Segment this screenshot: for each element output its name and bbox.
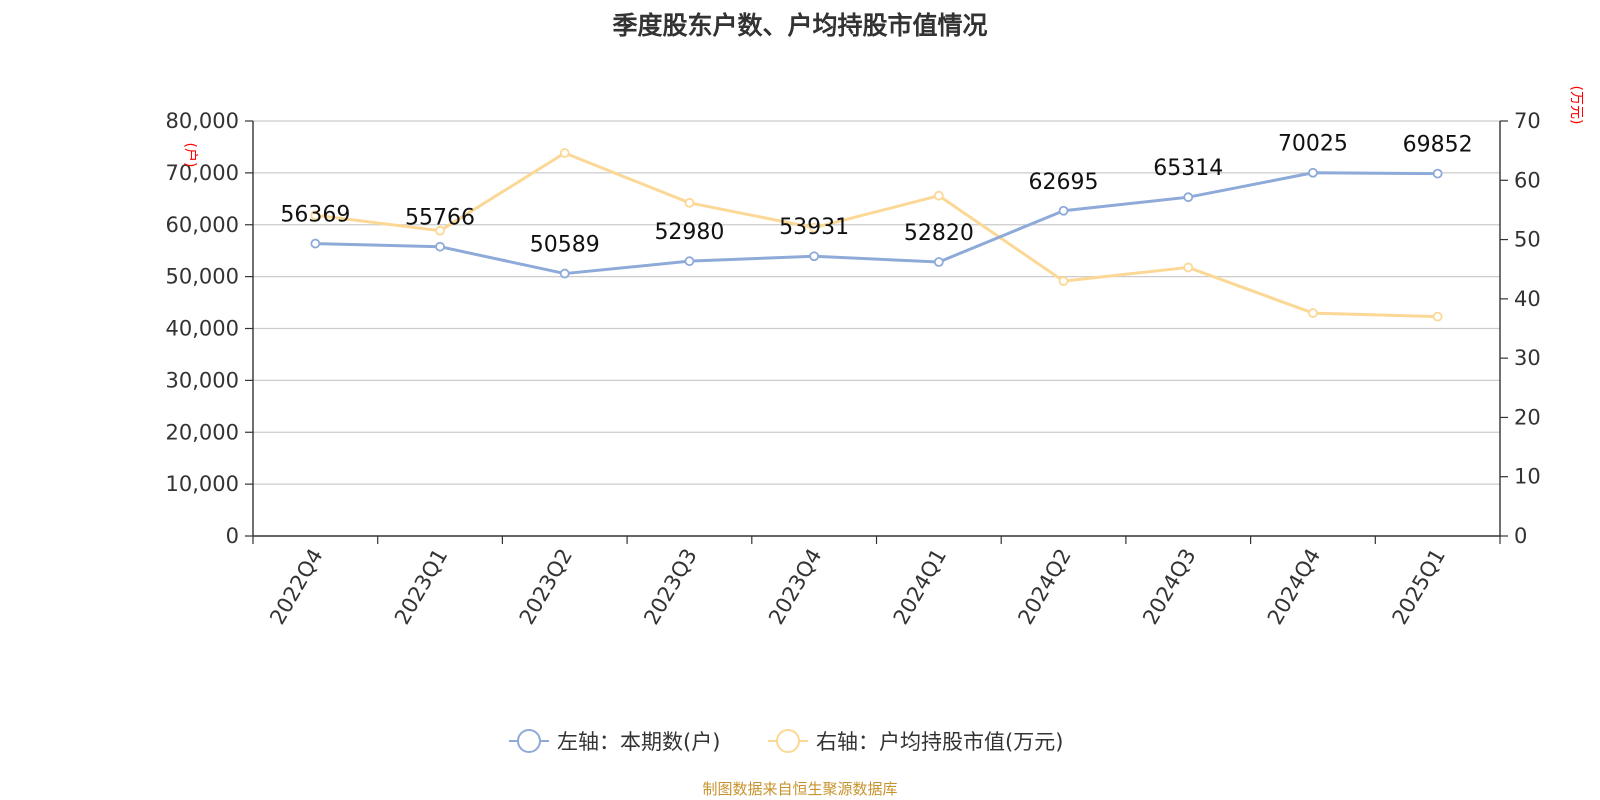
left-axis-tick-label: 30,000 — [166, 368, 239, 392]
right-axis-tick-label: 70 — [1514, 109, 1541, 133]
data-label: 62695 — [1029, 170, 1099, 195]
source-note: 制图数据来自恒生聚源数据库 — [702, 780, 897, 798]
right-series-point[interactable] — [1432, 311, 1443, 322]
left-axis-tick-label: 0 — [226, 524, 239, 548]
left-series-point[interactable] — [310, 238, 321, 249]
data-label: 52980 — [654, 220, 724, 245]
x-axis-category-label: 2025Q1 — [1388, 545, 1450, 629]
data-label: 55766 — [405, 206, 475, 231]
left-series-point[interactable] — [684, 256, 695, 267]
left-series-point[interactable] — [933, 257, 944, 267]
legend-item[interactable]: 左轴：本期数(户) — [509, 729, 720, 754]
legend-label: 左轴：本期数(户) — [557, 730, 720, 754]
left-axis-tick-label: 40,000 — [166, 317, 239, 341]
x-axis-category-label: 2023Q2 — [515, 545, 577, 629]
legend: 左轴：本期数(户) 右轴：户均持股市值(万元) — [509, 729, 1063, 754]
right-axis-tick-label: 0 — [1514, 524, 1527, 548]
right-series-line — [315, 151, 1438, 319]
axes: 0 10,000 20,000 30,000 40,000 50,000 60,000 70,… — [166, 109, 1541, 629]
right-series-point[interactable] — [1308, 308, 1318, 318]
legend-circle-icon — [517, 729, 541, 753]
right-axis-tick-label: 20 — [1514, 405, 1541, 429]
x-axis-category-label: 2023Q4 — [764, 545, 826, 629]
left-axis-unit: (户) — [182, 143, 199, 168]
right-axis-tick-label: 40 — [1514, 287, 1541, 311]
left-series-point[interactable] — [1183, 192, 1194, 203]
chart-title: 季度股东户数、户均持股市值情况 — [612, 11, 987, 40]
series-lines — [310, 148, 1443, 322]
right-series-point[interactable] — [933, 190, 944, 201]
data-label: 52820 — [904, 221, 974, 246]
left-axis-tick-label: 50,000 — [166, 265, 239, 289]
right-series-point[interactable] — [559, 148, 570, 158]
right-series-point[interactable] — [1183, 262, 1194, 273]
left-series-point[interactable] — [809, 251, 820, 262]
x-axis-category-label: 2024Q1 — [889, 545, 951, 629]
left-series-point[interactable] — [435, 241, 445, 252]
left-series-point[interactable] — [1058, 205, 1069, 216]
right-series-point[interactable] — [809, 222, 820, 233]
left-axis-tick-label: 60,000 — [166, 213, 239, 237]
data-label: 65314 — [1153, 156, 1223, 181]
x-axis-category-label: 2024Q3 — [1138, 545, 1200, 629]
data-labels: 56369 55766 50589 52980 53931 52820 62695 65314… — [280, 132, 1472, 258]
grid-lines — [253, 120, 1500, 485]
right-series-point[interactable] — [435, 225, 445, 236]
right-axis-tick-label: 10 — [1514, 465, 1541, 489]
left-axis-tick-label: 20,000 — [166, 420, 239, 444]
left-series-point[interactable] — [559, 268, 570, 279]
right-series-point[interactable] — [1058, 276, 1069, 286]
right-axis-tick-label: 60 — [1514, 168, 1541, 192]
left-series-line — [315, 171, 1438, 276]
right-axis-unit: (万元) — [1568, 86, 1584, 125]
data-label: 69852 — [1403, 133, 1473, 158]
legend-circle-icon — [776, 729, 800, 753]
left-axis-tick-label: 70,000 — [166, 161, 239, 185]
data-label: 70025 — [1278, 132, 1348, 157]
x-axis-category-label: 2024Q4 — [1263, 545, 1325, 629]
right-axis-tick-label: 50 — [1514, 228, 1541, 252]
x-axis-category-label: 2024Q2 — [1013, 545, 1075, 629]
x-axis-category-label: 2023Q1 — [390, 545, 452, 629]
data-label: 50589 — [530, 233, 600, 258]
x-axis-category-label: 2023Q3 — [639, 545, 701, 629]
data-label: 53931 — [779, 215, 849, 240]
right-series-point[interactable] — [684, 197, 695, 208]
legend-label: 右轴：户均持股市值(万元) — [816, 730, 1063, 754]
data-label: 56369 — [280, 203, 350, 228]
left-axis-tick-label: 10,000 — [166, 472, 239, 496]
legend-item[interactable]: 右轴：户均持股市值(万元) — [768, 729, 1063, 754]
left-axis-tick-label: 80,000 — [166, 109, 239, 133]
left-series-point[interactable] — [1308, 167, 1318, 178]
right-series-point[interactable] — [310, 210, 321, 221]
x-axis-category-label: 2022Q4 — [265, 545, 327, 629]
left-series-point[interactable] — [1432, 168, 1443, 179]
right-axis-tick-label: 30 — [1514, 346, 1541, 370]
